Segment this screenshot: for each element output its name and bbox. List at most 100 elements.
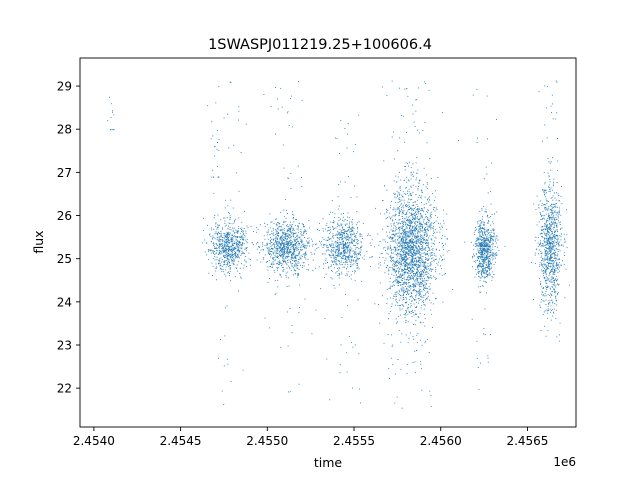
scatter-point	[477, 256, 478, 258]
scatter-point	[431, 227, 433, 228]
scatter-point	[334, 252, 336, 254]
scatter-point	[427, 226, 429, 228]
scatter-point	[285, 272, 287, 274]
scatter-point	[358, 353, 360, 355]
scatter-point	[410, 250, 412, 252]
scatter-point	[419, 275, 421, 277]
scatter-point	[338, 217, 340, 219]
scatter-point	[405, 193, 407, 195]
scatter-point	[304, 229, 306, 231]
scatter-point	[236, 268, 237, 270]
scatter-point	[413, 121, 415, 123]
scatter-point	[398, 194, 400, 196]
scatter-point	[417, 189, 419, 191]
scatter-point	[347, 305, 349, 307]
scatter-point	[415, 215, 417, 217]
scatter-point	[419, 361, 421, 363]
scatter-point	[293, 244, 295, 246]
scatter-point	[408, 195, 410, 197]
scatter-point	[239, 247, 241, 249]
scatter-point	[283, 233, 284, 235]
scatter-point	[389, 266, 391, 268]
scatter-point	[412, 270, 414, 272]
scatter-point	[410, 166, 412, 168]
scatter-point	[312, 245, 313, 247]
scatter-point	[443, 248, 445, 250]
scatter-point	[413, 245, 415, 246]
scatter-point	[320, 240, 322, 242]
scatter-point	[393, 246, 395, 248]
scatter-point	[293, 245, 295, 247]
scatter-point	[420, 278, 422, 280]
scatter-point	[418, 231, 420, 233]
scatter-point	[294, 233, 295, 234]
scatter-point	[421, 209, 423, 211]
scatter-point	[405, 214, 407, 216]
scatter-point	[234, 247, 236, 249]
scatter-point	[493, 256, 495, 258]
scatter-point	[426, 222, 428, 224]
scatter-point	[479, 227, 481, 229]
scatter-point	[416, 235, 418, 237]
scatter-point	[323, 230, 325, 232]
scatter-point	[332, 228, 334, 230]
scatter-point	[425, 231, 427, 232]
scatter-point	[229, 217, 231, 219]
scatter-point	[405, 251, 406, 253]
scatter-point	[495, 239, 497, 241]
scatter-point	[405, 297, 407, 298]
scatter-point	[358, 221, 360, 223]
scatter-point	[286, 238, 288, 240]
scatter-point	[338, 247, 340, 249]
scatter-point	[357, 266, 359, 268]
scatter-point	[386, 303, 388, 305]
scatter-point	[490, 229, 492, 231]
scatter-point	[427, 260, 429, 261]
scatter-point	[293, 252, 295, 254]
scatter-point	[483, 246, 485, 247]
scatter-point	[405, 281, 407, 283]
scatter-point	[404, 264, 406, 266]
scatter-point	[387, 248, 389, 249]
scatter-point	[487, 245, 489, 247]
scatter-point	[238, 261, 239, 263]
scatter-point	[347, 264, 349, 265]
scatter-point	[349, 221, 351, 223]
scatter-point	[478, 263, 480, 265]
scatter-point	[482, 266, 483, 267]
scatter-point	[401, 244, 403, 246]
scatter-point	[341, 224, 343, 226]
scatter-point	[340, 234, 342, 236]
scatter-point	[403, 231, 405, 233]
scatter-point	[406, 244, 408, 246]
scatter-point	[486, 257, 488, 259]
scatter-point	[236, 264, 238, 266]
scatter-point	[410, 247, 412, 249]
scatter-point	[327, 227, 329, 228]
scatter-point	[412, 266, 414, 268]
scatter-point	[341, 253, 343, 255]
scatter-point	[357, 240, 359, 241]
scatter-point	[480, 274, 482, 276]
scatter-point	[221, 268, 223, 270]
scatter-point	[293, 250, 295, 252]
scatter-point	[404, 242, 406, 244]
scatter-point	[336, 263, 338, 265]
scatter-point	[405, 266, 407, 268]
scatter-point	[421, 389, 423, 391]
scatter-point	[337, 222, 339, 224]
scatter-point	[236, 250, 238, 252]
scatter-point	[412, 175, 414, 177]
scatter-point	[217, 236, 219, 238]
scatter-point	[407, 286, 409, 288]
scatter-point	[384, 185, 386, 187]
scatter-point	[424, 267, 426, 269]
scatter-point	[420, 296, 421, 297]
scatter-point	[301, 241, 303, 243]
scatter-point	[426, 182, 428, 184]
scatter-point	[311, 238, 313, 240]
scatter-point	[428, 249, 430, 251]
scatter-point	[396, 260, 398, 262]
scatter-point	[209, 233, 211, 235]
scatter-point	[415, 110, 417, 112]
